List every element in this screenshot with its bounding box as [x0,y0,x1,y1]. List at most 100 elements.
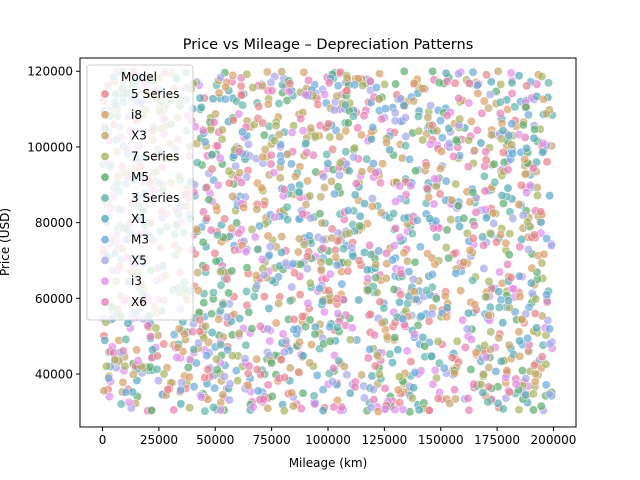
data-point [169,405,179,415]
data-point [533,191,542,200]
data-point [494,302,504,312]
data-point [306,213,316,223]
data-point [207,164,217,174]
data-point [323,159,333,168]
data-point [293,247,303,257]
data-point [214,314,224,324]
data-point [350,143,360,153]
data-point [442,111,452,121]
data-point [451,268,461,278]
data-point [267,86,277,96]
legend-marker [100,172,110,182]
data-point [402,346,412,356]
legend-label: i8 [131,108,142,122]
data-point [427,351,437,361]
data-point [454,201,463,211]
data-point [514,271,524,281]
data-point [262,67,272,77]
data-point [472,125,482,135]
data-point [225,379,235,389]
data-point [417,84,427,94]
data-point [481,147,491,157]
data-point [279,406,289,416]
data-point [363,274,373,283]
data-point [209,117,219,127]
data-point [263,231,273,241]
data-point [414,405,424,415]
data-point [342,73,352,83]
data-point [237,127,247,137]
data-point [390,333,400,343]
data-point [381,273,391,283]
data-point [198,126,208,135]
data-point [263,403,273,413]
data-point [319,307,329,317]
data-point [541,359,551,369]
data-point [354,256,364,266]
data-point [185,355,195,364]
data-point [153,330,163,340]
data-point [403,256,412,266]
data-point [397,153,407,163]
data-point [484,363,494,372]
data-point [337,402,347,412]
data-point [375,69,385,79]
data-point [285,79,295,89]
data-point [418,332,428,342]
data-point [252,365,262,374]
data-point [266,78,276,87]
data-point [325,322,335,332]
data-point [545,191,555,201]
data-point [495,267,505,277]
data-point [382,332,392,342]
data-point [332,294,342,303]
data-point [398,314,408,324]
data-point [431,181,441,191]
data-point [274,130,284,140]
data-point [211,256,221,266]
data-point [442,303,452,313]
data-point [227,266,237,276]
data-point [348,251,358,261]
data-point [479,240,489,250]
data-point [382,138,392,148]
data-point [427,253,437,263]
data-point [514,327,524,337]
data-point [515,292,525,302]
data-point [456,286,466,296]
data-point [220,214,230,224]
data-point [520,154,530,164]
legend-label: i3 [131,274,142,288]
data-point [504,296,513,306]
data-point [278,329,288,339]
data-point [217,125,227,135]
data-point [259,130,269,140]
data-point [247,225,257,234]
data-point [451,135,461,145]
data-point [277,232,287,241]
data-point [296,404,306,414]
data-point [258,118,268,128]
data-point [447,195,457,205]
data-point [302,148,312,158]
data-point [192,224,202,234]
data-point [507,89,517,98]
data-point [485,90,495,100]
data-point [358,80,368,90]
data-point [204,195,214,205]
data-point [377,318,387,328]
x-tick-label: 150000 [418,433,464,447]
data-point [202,213,212,223]
data-point [437,133,447,143]
data-point [309,391,319,401]
data-point [518,120,528,130]
data-point [494,287,504,297]
legend-marker [100,151,110,161]
data-point [468,67,478,77]
data-point [329,402,339,412]
data-point [462,324,472,334]
data-point [531,294,541,304]
data-point [342,370,352,380]
data-point [480,340,489,350]
data-point [224,395,234,405]
